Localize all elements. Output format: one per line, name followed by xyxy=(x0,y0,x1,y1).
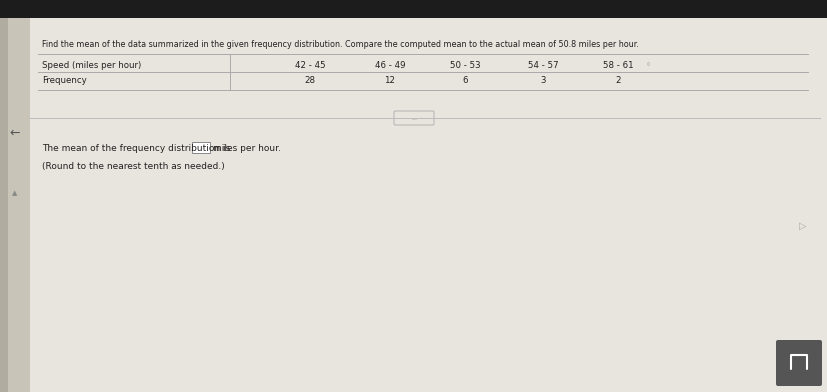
Text: 6: 6 xyxy=(461,76,467,85)
Bar xyxy=(0,0,827,18)
FancyBboxPatch shape xyxy=(394,111,433,125)
Text: 12: 12 xyxy=(384,76,395,85)
Text: ▲: ▲ xyxy=(12,190,17,196)
Text: Speed (miles per hour): Speed (miles per hour) xyxy=(42,60,141,69)
Bar xyxy=(0,18,8,392)
Bar xyxy=(0,18,30,392)
Text: Find the mean of the data summarized in the given frequency distribution. Compar: Find the mean of the data summarized in … xyxy=(42,40,638,49)
Text: 58 - 61: 58 - 61 xyxy=(602,60,633,69)
FancyBboxPatch shape xyxy=(775,340,821,386)
Text: 54 - 57: 54 - 57 xyxy=(527,60,557,69)
Text: 50 - 53: 50 - 53 xyxy=(449,60,480,69)
Text: ...: ... xyxy=(410,116,417,120)
Text: ←: ← xyxy=(10,127,20,140)
Text: 46 - 49: 46 - 49 xyxy=(375,60,404,69)
Text: Frequency: Frequency xyxy=(42,76,87,85)
Bar xyxy=(191,142,209,153)
Text: 3: 3 xyxy=(539,76,545,85)
Text: 2: 2 xyxy=(614,76,620,85)
Text: The mean of the frequency distribution is: The mean of the frequency distribution i… xyxy=(42,143,230,152)
Text: 28: 28 xyxy=(304,76,315,85)
Text: ▷: ▷ xyxy=(798,221,805,231)
Text: 42 - 45: 42 - 45 xyxy=(294,60,325,69)
Text: ◦: ◦ xyxy=(645,60,650,69)
Text: (Round to the nearest tenth as needed.): (Round to the nearest tenth as needed.) xyxy=(42,162,224,171)
Text: miles per hour.: miles per hour. xyxy=(213,143,280,152)
